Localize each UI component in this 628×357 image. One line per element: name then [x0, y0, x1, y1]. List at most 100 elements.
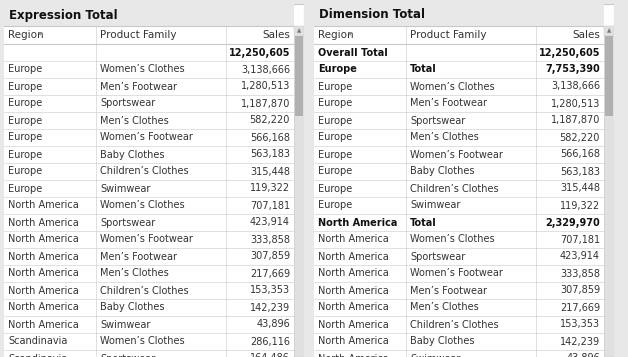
Text: North America: North America: [318, 337, 389, 347]
Text: Sportswear: Sportswear: [410, 116, 465, 126]
Text: Women’s Footwear: Women’s Footwear: [410, 268, 503, 278]
Text: North America: North America: [318, 251, 389, 261]
Bar: [4, 129, 294, 146]
Bar: [604, 26, 614, 36]
Bar: [314, 163, 604, 180]
Text: Women’s Footwear: Women’s Footwear: [410, 150, 503, 160]
Text: Europe: Europe: [8, 183, 42, 193]
Text: 1,280,513: 1,280,513: [551, 99, 600, 109]
Text: 3,138,666: 3,138,666: [551, 81, 600, 91]
Text: 563,183: 563,183: [250, 150, 290, 160]
Bar: [294, 26, 304, 36]
Text: Baby Clothes: Baby Clothes: [100, 150, 165, 160]
Text: Women’s Clothes: Women’s Clothes: [100, 337, 185, 347]
Text: North America: North America: [318, 268, 389, 278]
Polygon shape: [38, 32, 42, 36]
Bar: [4, 44, 294, 61]
Bar: [314, 214, 604, 231]
Bar: [314, 112, 604, 129]
Text: Sales: Sales: [262, 30, 290, 40]
Text: Men’s Clothes: Men’s Clothes: [100, 116, 169, 126]
Text: North America: North America: [318, 302, 389, 312]
Text: ▲: ▲: [297, 29, 301, 34]
Text: 563,183: 563,183: [560, 166, 600, 176]
Bar: [4, 333, 294, 350]
Text: 142,239: 142,239: [250, 302, 290, 312]
Text: Baby Clothes: Baby Clothes: [410, 337, 475, 347]
Text: Europe: Europe: [8, 99, 42, 109]
Bar: [4, 282, 294, 299]
Bar: [314, 282, 604, 299]
Text: Region: Region: [318, 30, 354, 40]
Text: 315,448: 315,448: [560, 183, 600, 193]
Text: Europe: Europe: [318, 116, 352, 126]
Text: 423,914: 423,914: [250, 217, 290, 227]
Text: 286,116: 286,116: [250, 337, 290, 347]
Text: North America: North America: [8, 217, 78, 227]
Text: 333,858: 333,858: [250, 235, 290, 245]
Text: Men’s Clothes: Men’s Clothes: [410, 302, 479, 312]
Text: Children’s Clothes: Children’s Clothes: [410, 320, 499, 330]
Text: Europe: Europe: [318, 150, 352, 160]
Text: Swimwear: Swimwear: [410, 201, 460, 211]
Text: Europe: Europe: [318, 81, 352, 91]
Bar: [314, 61, 604, 78]
Text: North America: North America: [8, 268, 78, 278]
Text: North America: North America: [8, 320, 78, 330]
Text: Dimension Total: Dimension Total: [319, 9, 425, 21]
Text: 566,168: 566,168: [250, 132, 290, 142]
Text: Men’s Footwear: Men’s Footwear: [410, 99, 487, 109]
Text: North America: North America: [318, 353, 389, 357]
Bar: [4, 4, 294, 26]
Text: Europe: Europe: [8, 116, 42, 126]
Text: Women’s Footwear: Women’s Footwear: [100, 132, 193, 142]
Text: 12,250,605: 12,250,605: [538, 47, 600, 57]
Text: Sales: Sales: [572, 30, 600, 40]
Text: North America: North America: [8, 201, 78, 211]
Bar: [314, 231, 604, 248]
Text: 2,329,970: 2,329,970: [545, 217, 600, 227]
Text: Children’s Clothes: Children’s Clothes: [100, 166, 188, 176]
Text: 423,914: 423,914: [560, 251, 600, 261]
Text: Swimwear: Swimwear: [100, 183, 150, 193]
Text: 217,669: 217,669: [560, 302, 600, 312]
Bar: [314, 316, 604, 333]
Text: 153,353: 153,353: [560, 320, 600, 330]
Bar: [314, 333, 604, 350]
Text: North America: North America: [318, 217, 398, 227]
Bar: [4, 78, 294, 95]
Bar: [314, 180, 604, 197]
Text: Sportswear: Sportswear: [100, 353, 155, 357]
Text: Baby Clothes: Baby Clothes: [100, 302, 165, 312]
Text: North America: North America: [8, 286, 78, 296]
Text: Europe: Europe: [8, 166, 42, 176]
Polygon shape: [348, 32, 352, 36]
Text: Total: Total: [410, 217, 436, 227]
Bar: [314, 26, 604, 44]
Bar: [605, 36, 613, 116]
Text: 1,280,513: 1,280,513: [241, 81, 290, 91]
Text: Women’s Clothes: Women’s Clothes: [100, 65, 185, 75]
Text: 12,250,605: 12,250,605: [229, 47, 290, 57]
Text: Europe: Europe: [8, 150, 42, 160]
Text: 1,187,870: 1,187,870: [241, 99, 290, 109]
Text: Europe: Europe: [8, 81, 42, 91]
Bar: [4, 112, 294, 129]
Text: Women’s Clothes: Women’s Clothes: [410, 81, 495, 91]
Bar: [314, 197, 604, 214]
Text: 7,753,390: 7,753,390: [545, 65, 600, 75]
Text: Women’s Clothes: Women’s Clothes: [410, 235, 495, 245]
Text: ▲: ▲: [607, 29, 611, 34]
Text: 43,896: 43,896: [256, 320, 290, 330]
Bar: [4, 146, 294, 163]
Text: North America: North America: [8, 302, 78, 312]
Text: North America: North America: [318, 320, 389, 330]
Text: North America: North America: [318, 235, 389, 245]
Bar: [4, 316, 294, 333]
Bar: [314, 265, 604, 282]
Bar: [4, 265, 294, 282]
Bar: [295, 36, 303, 116]
Text: 566,168: 566,168: [560, 150, 600, 160]
Text: Europe: Europe: [318, 65, 357, 75]
Text: 315,448: 315,448: [250, 166, 290, 176]
